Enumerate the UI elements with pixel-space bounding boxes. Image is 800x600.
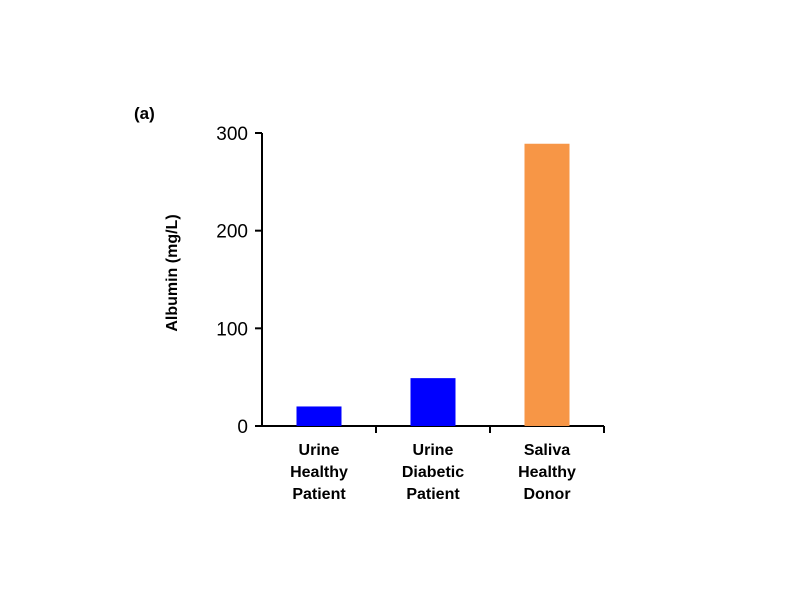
x-tick-label-line: Urine bbox=[299, 442, 340, 459]
x-tick-label-line: Donor bbox=[523, 486, 570, 503]
y-tick-label: 300 bbox=[216, 124, 248, 145]
x-ticks: Urine Healthy Patient Urine Diabetic Patient S… bbox=[290, 426, 605, 503]
bars bbox=[296, 143, 570, 426]
y-axis-label: Albumin (mg/L) bbox=[164, 214, 181, 331]
x-tick-label-line: Urine bbox=[413, 442, 454, 459]
x-tick-label-line: Patient bbox=[292, 486, 346, 503]
x-tick-label-line: Healthy bbox=[290, 464, 348, 481]
y-tick-label: 200 bbox=[216, 222, 248, 243]
y-tick-label: 0 bbox=[237, 417, 248, 438]
bar bbox=[296, 406, 342, 426]
x-tick-label: Saliva Healthy Donor bbox=[518, 442, 576, 503]
y-tick-label: 100 bbox=[216, 319, 248, 340]
x-tick-label-line: Saliva bbox=[524, 442, 570, 459]
x-tick-label-line: Healthy bbox=[518, 464, 576, 481]
y-ticks: 0 100 200 300 bbox=[216, 124, 262, 438]
x-tick-label-line: Patient bbox=[406, 486, 460, 503]
x-tick-label-line: Diabetic bbox=[402, 464, 464, 481]
bar bbox=[410, 378, 456, 426]
bar bbox=[524, 143, 570, 426]
x-tick-label: Urine Diabetic Patient bbox=[402, 442, 464, 503]
x-tick-label: Urine Healthy Patient bbox=[290, 442, 348, 503]
panel-label: (a) bbox=[134, 104, 155, 123]
